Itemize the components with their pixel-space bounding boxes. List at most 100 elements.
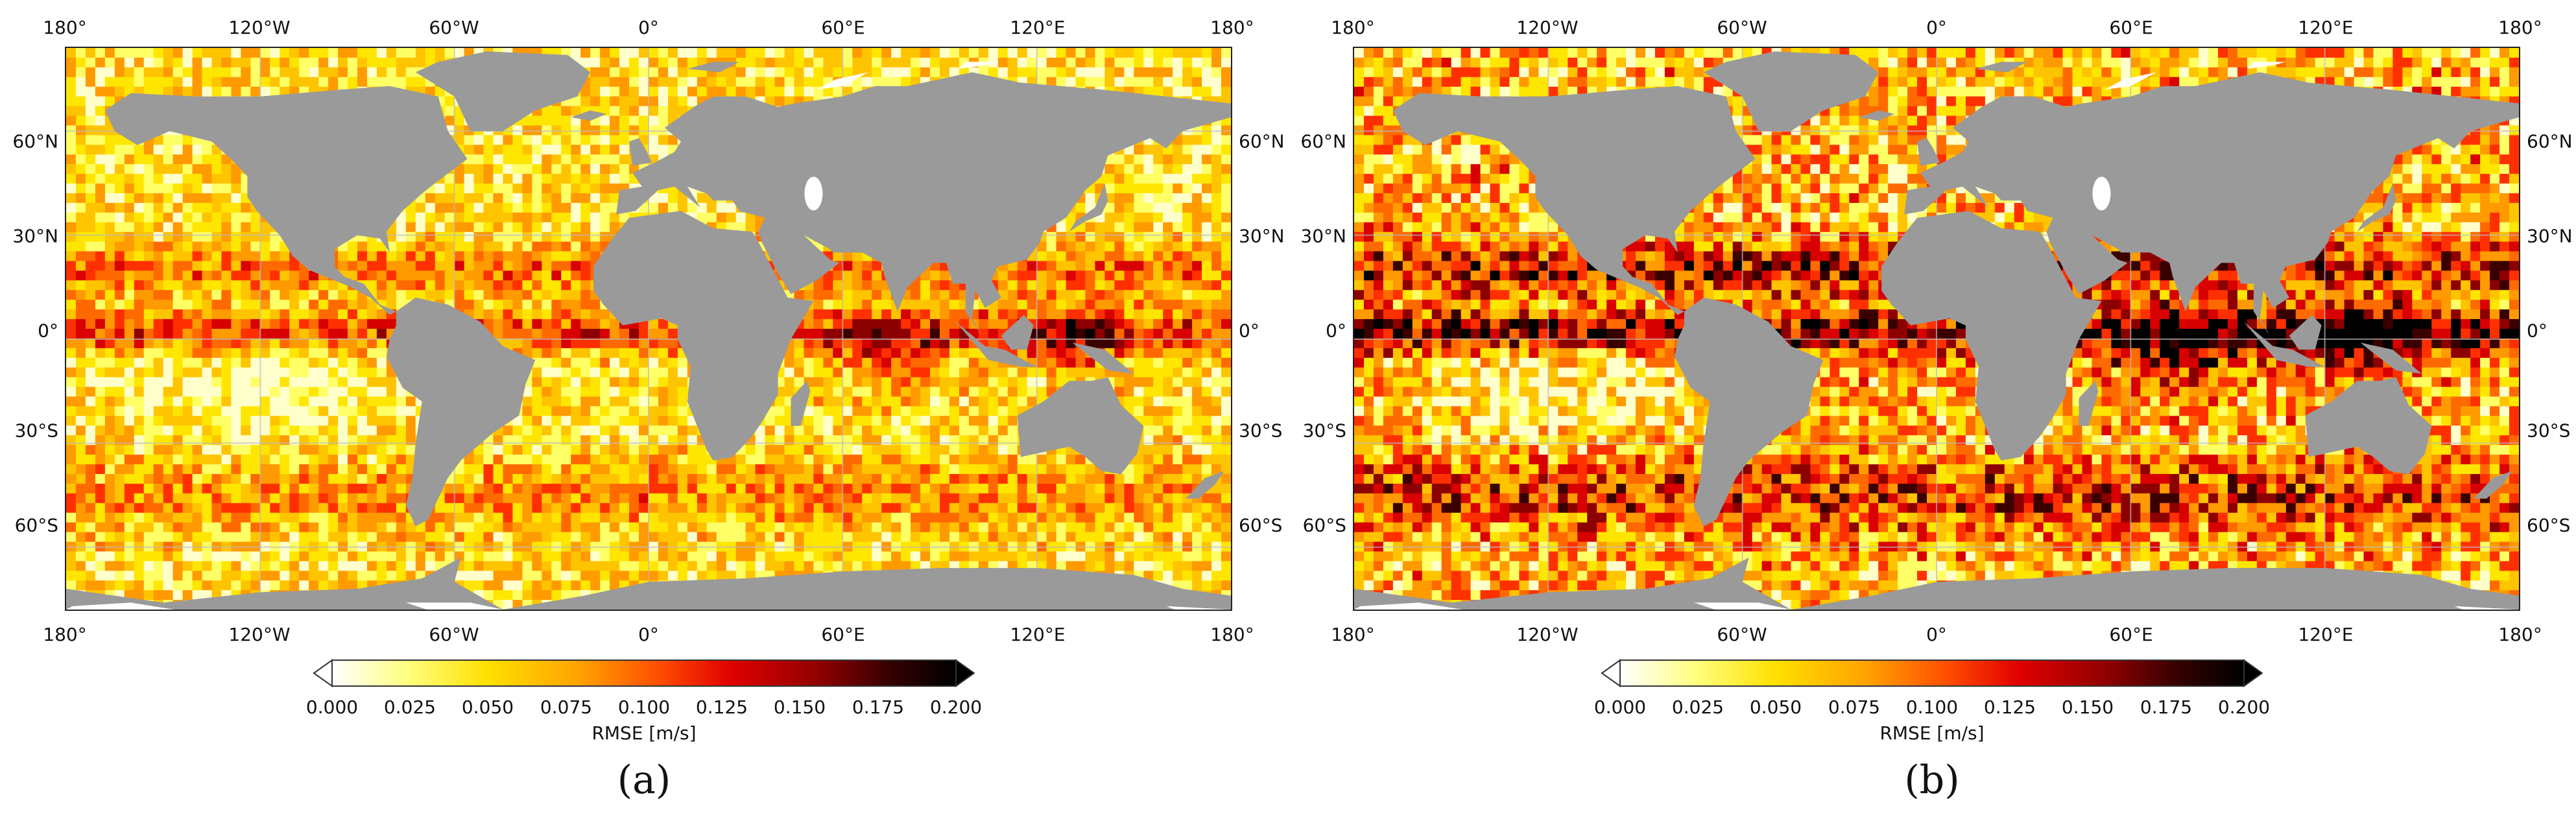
lon-tick-top: 120°E [1010,17,1066,38]
colorbar-tick: 0.025 [383,696,436,718]
land-eurasia [1904,72,2519,336]
ice-shelf-ross-east [1166,606,1231,610]
colorbar-tick: 0.025 [1671,696,1724,718]
lon-tick-top: 60°E [821,17,865,38]
colorbar-a: 0.000 0.025 0.050 0.075 0.100 0.125 0.15… [0,655,1288,746]
land-borneo [2289,315,2322,350]
land-antarctica [1354,557,2519,610]
colorbar-tick: 0.000 [1593,696,1647,718]
panel-a: 180° 120°W 60°W 0° 60°E 120°E 180° 180° … [0,17,1288,803]
land-antarctica [66,557,1231,610]
lon-tick-top: 180° [1331,17,1375,38]
land-north-america [104,86,468,315]
ice-shelf-ronne [405,602,503,610]
colorbar-label: RMSE [m/s] [1879,722,1985,744]
colorbar-tick: 0.050 [1749,696,1802,718]
colorbar-tick: 0.100 [1905,696,1959,718]
lat-tick-left: 0° [1326,320,1346,342]
lat-tick-right: 0° [2527,320,2547,342]
land-australia [1017,377,1144,475]
land-africa [593,211,814,461]
colorbar-label: RMSE [m/s] [591,722,697,744]
land-new-guinea [1072,342,1134,374]
lon-tick-top: 0° [1926,17,1947,38]
panel-label-b: (b) [1904,757,1960,803]
land-uk [1917,138,1940,166]
land-japan [2357,183,2396,232]
ice-novaya-zemlya [817,72,869,90]
lon-tick-top: 60°E [2109,17,2153,38]
colorbar-tick: 0.100 [617,696,671,718]
colorbar-b: 0.000 0.025 0.050 0.075 0.100 0.125 0.15… [1288,655,2576,746]
lon-tick-top: 60°W [429,17,479,38]
lon-tick-bottom: 180° [1331,624,1375,645]
lon-tick-top: 60°W [1717,17,1767,38]
lon-tick-top: 180° [1210,17,1254,38]
colorbar-tick: 0.075 [1828,696,1881,718]
map-b [1353,47,2520,611]
map-b-svg [1354,48,2519,610]
lon-tick-bottom: 60°E [821,624,865,645]
caspian-sea [2092,176,2111,211]
lat-tick-left: 30°N [12,225,58,247]
lon-tick-bottom: 60°E [2109,624,2153,645]
land-madagascar [2079,381,2099,426]
lon-tick-bottom: 60°W [1717,624,1767,645]
lon-tick-bottom: 120°E [1010,624,1066,645]
land-borneo [1001,315,1034,350]
colorbar-extend-max [955,659,975,687]
map-a [65,47,1232,611]
land-iceland [1859,110,1895,121]
ice-novaya-zemlya [2105,72,2157,90]
lat-tick-left: 60°N [12,130,58,152]
colorbar-a-gradient [313,659,975,687]
lat-tick-left: 60°S [14,514,58,536]
lon-tick-bottom: 180° [2498,624,2542,645]
colorbar-tick: 0.075 [540,696,593,718]
colorbar-b-gradient [1601,659,2263,687]
ice-severnaya [959,62,998,69]
colorbar-tick: 0.200 [2217,696,2271,718]
lat-tick-right: 60°N [1239,130,1285,152]
colorbar-tick: 0.175 [852,696,905,718]
colorbar-tick: 0.175 [2140,696,2193,718]
land-greenland [1703,51,1879,132]
lat-tick-left: 30°N [1300,225,1346,247]
lat-tick-right: 0° [1239,320,1259,342]
panel-label-a: (a) [617,757,671,803]
lat-tick-left: 30°S [14,420,58,442]
lon-tick-bottom: 60°W [429,624,479,645]
colorbar-tick: 0.150 [773,696,826,718]
lat-tick-left: 30°S [1302,420,1346,442]
colorbar-tick: 0.050 [461,696,514,718]
ice-shelf-ross [66,602,174,610]
lat-tick-left: 60°N [1300,130,1346,152]
land-eurasia [616,72,1231,336]
land-japan [1069,183,1108,232]
lon-tick-bottom: 180° [1210,624,1254,645]
lat-tick-left: 60°S [1302,514,1346,536]
lon-tick-top: 120°W [1516,17,1579,38]
ice-shelf-ross-east [2454,606,2519,610]
lon-tick-bottom: 0° [638,624,659,645]
lon-tick-bottom: 120°W [1516,624,1579,645]
land-australia [2305,377,2432,475]
lat-tick-right: 60°N [2527,130,2573,152]
colorbar-body [1619,660,2245,687]
land-indonesia [955,322,1037,367]
lat-tick-right: 60°S [1239,514,1283,536]
lat-tick-right: 30°N [2527,225,2573,247]
lon-tick-top: 120°E [2298,17,2354,38]
panel-b: 180° 120°W 60°W 0° 60°E 120°E 180° 180° … [1288,0,2576,832]
colorbar-tick: 0.150 [2061,696,2114,718]
lon-tick-top: 0° [638,17,659,38]
lon-tick-bottom: 120°W [228,624,291,645]
land-iceland [571,110,607,121]
land-africa [1881,211,2102,461]
colorbar-extend-min [1601,659,1621,687]
lon-tick-bottom: 120°E [2298,624,2354,645]
lat-tick-right: 60°S [2527,514,2571,536]
land-indonesia [2243,322,2325,367]
colorbar-tick: 0.200 [929,696,983,718]
caspian-sea [804,176,823,211]
